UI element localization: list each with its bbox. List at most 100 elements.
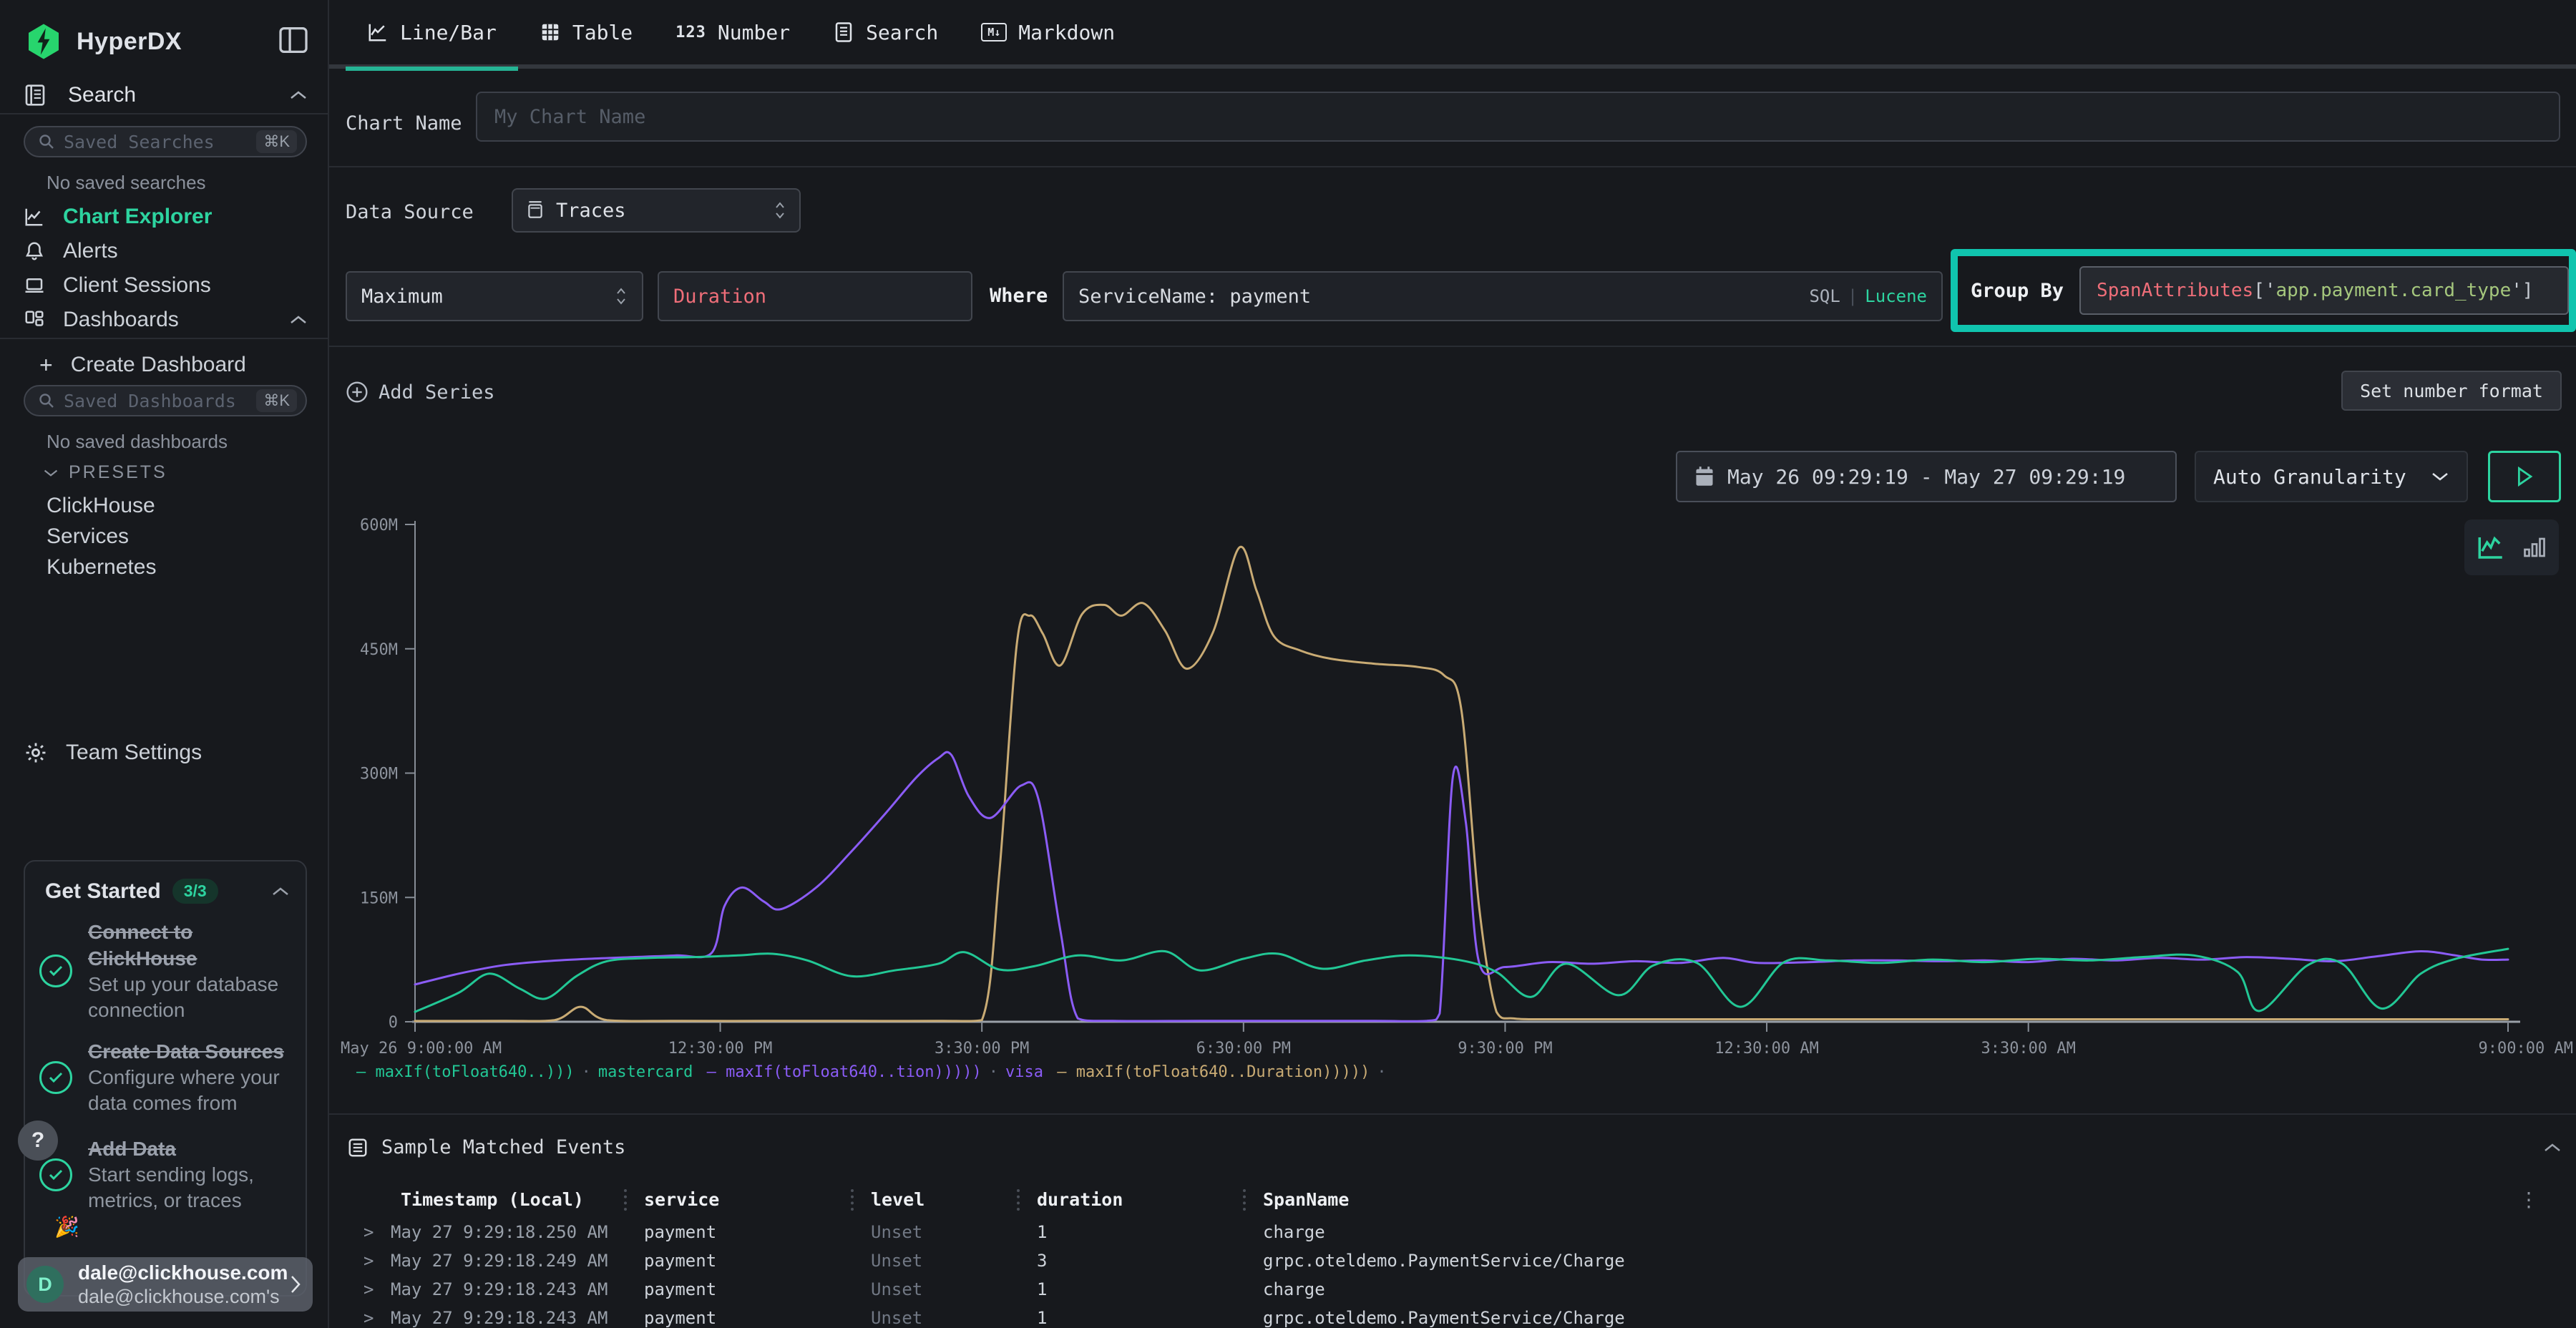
calendar-icon: [1696, 467, 1713, 486]
chart-type-toggle[interactable]: [2464, 519, 2559, 575]
sidebar-item-chart-explorer[interactable]: Chart Explorer: [24, 202, 308, 231]
row-expand-icon[interactable]: >: [364, 1308, 374, 1328]
chart-name-input[interactable]: My Chart Name: [476, 92, 2560, 142]
dashboard-grid-icon: [25, 311, 44, 326]
column-header-level[interactable]: level: [871, 1189, 925, 1210]
run-query-button[interactable]: [2488, 451, 2561, 502]
avatar: D: [26, 1266, 64, 1303]
help-button[interactable]: ?: [18, 1120, 58, 1161]
sidebar-item-label: Team Settings: [66, 741, 203, 764]
row-expand-icon[interactable]: >: [364, 1279, 374, 1299]
legend-entry-mastercard[interactable]: — maxIf(toFloat640..))) · mastercard: [356, 1063, 693, 1081]
aggregation-select[interactable]: Maximum: [346, 271, 643, 321]
line-chart-toggle-icon[interactable]: [2476, 532, 2506, 562]
column-resize-handle[interactable]: [1243, 1189, 1246, 1211]
svg-text:12:30:00 AM: 12:30:00 AM: [1714, 1040, 1819, 1058]
sidebar-item-alerts[interactable]: Alerts: [24, 237, 308, 265]
app-title: HyperDX: [77, 27, 182, 55]
laptop-icon: [25, 278, 44, 293]
svg-text:150M: 150M: [360, 889, 398, 907]
user-menu[interactable]: D dale@clickhouse.com dale@clickhouse.co…: [18, 1257, 313, 1312]
column-resize-handle[interactable]: [624, 1189, 627, 1211]
chevron-up-icon[interactable]: [271, 886, 290, 897]
markdown-icon: M↓: [981, 23, 1008, 42]
where-input[interactable]: ServiceName: payment SQL | Lucene: [1063, 271, 1943, 321]
sidebar-item-team-settings[interactable]: Team Settings: [24, 738, 308, 767]
saved-dashboards-placeholder: Saved Dashboards: [64, 390, 236, 411]
granularity-select[interactable]: Auto Granularity: [2195, 451, 2468, 502]
tab-number[interactable]: 123 Number: [675, 20, 791, 44]
chart-area[interactable]: 0 150M 300M 450M 600M May 26 9:00:00 AM 12:30:…: [329, 501, 2576, 1066]
column-header-service[interactable]: service: [644, 1189, 720, 1210]
checklist-desc: Configure where your: [88, 1066, 280, 1088]
saved-dashboards-input[interactable]: Saved Dashboards ⌘K: [24, 385, 307, 416]
chevron-down-icon: [2431, 471, 2449, 482]
column-resize-handle[interactable]: [1017, 1189, 1020, 1211]
checklist-item-data-sources[interactable]: Create Data Sources Configure where your…: [39, 1038, 296, 1116]
sidebar-item-clickhouse[interactable]: ClickHouse: [47, 494, 155, 517]
chevron-up-icon[interactable]: [289, 314, 308, 326]
svg-text:3:30:00 PM: 3:30:00 PM: [935, 1040, 1029, 1058]
svg-text:6:30:00 PM: 6:30:00 PM: [1196, 1040, 1291, 1058]
column-header-timestamp[interactable]: Timestamp (Local): [401, 1189, 584, 1210]
column-header-spanname[interactable]: SpanName: [1263, 1189, 1350, 1210]
row-expand-icon[interactable]: >: [364, 1251, 374, 1271]
column-resize-handle[interactable]: [851, 1189, 854, 1211]
add-series-button[interactable]: Add Series: [346, 381, 495, 404]
bell-icon: [25, 242, 44, 260]
select-chevrons-icon: [615, 286, 628, 306]
tab-markdown[interactable]: M↓ Markdown: [960, 0, 1136, 67]
svg-text:9:00:00 AM: 9:00:00 AM: [2479, 1040, 2573, 1058]
chevron-up-icon[interactable]: [2543, 1142, 2562, 1153]
where-label: Where: [990, 285, 1048, 307]
query-language-switch[interactable]: SQL | Lucene: [1809, 286, 1927, 306]
chart-legend[interactable]: — maxIf(toFloat640..))) · mastercard — max…: [356, 1063, 1398, 1081]
check-circle-icon: [39, 954, 72, 987]
field-input[interactable]: Duration: [658, 271, 972, 321]
checklist-item-connect[interactable]: Connect to ClickHouse Set up your databas…: [39, 919, 296, 1023]
saved-searches-input[interactable]: Saved Searches ⌘K: [24, 126, 307, 157]
chevron-up-icon[interactable]: [289, 89, 308, 101]
create-dashboard-button[interactable]: + Create Dashboard: [39, 351, 308, 379]
play-icon: [2517, 467, 2533, 487]
date-range-picker[interactable]: May 26 09:29:19 - May 27 09:29:19: [1676, 451, 2177, 502]
divider: [329, 1113, 2576, 1115]
sidebar-item-services[interactable]: Services: [47, 524, 130, 548]
tab-line-bar[interactable]: Line/Bar: [346, 0, 518, 71]
sidebar-item-client-sessions[interactable]: Client Sessions: [24, 271, 308, 300]
tab-table[interactable]: Table: [518, 0, 654, 67]
divider: [0, 338, 328, 339]
get-started-card: Get Started 3/3 Connect to ClickHouse Set…: [24, 860, 307, 1297]
sidebar-section-search-label: Search: [68, 83, 137, 107]
check-circle-icon: [39, 1060, 72, 1094]
events-panel-header[interactable]: Sample Matched Events: [347, 1136, 2562, 1158]
sidebar-item-label: Dashboards: [63, 308, 179, 331]
group-by-input[interactable]: SpanAttributes [' app.payment.card_type ']: [2079, 266, 2569, 315]
sidebar-collapse-icon[interactable]: [279, 27, 308, 53]
row-expand-icon[interactable]: >: [364, 1222, 374, 1242]
bar-chart-toggle-icon[interactable]: [2522, 532, 2547, 562]
chart-name-label: Chart Name: [346, 112, 462, 135]
checklist-desc: Set up your database: [88, 973, 279, 995]
column-header-duration[interactable]: duration: [1037, 1189, 1123, 1210]
no-saved-searches-text: No saved searches: [47, 172, 206, 193]
presets-label: PRESETS: [69, 462, 167, 482]
legend-entry-visa[interactable]: — maxIf(toFloat640..tion))))) · visa: [706, 1063, 1043, 1081]
tab-search[interactable]: Search: [811, 0, 960, 67]
presets-toggle[interactable]: PRESETS: [43, 462, 167, 483]
create-dashboard-label: Create Dashboard: [70, 353, 246, 376]
sidebar-item-dashboards[interactable]: Dashboards: [24, 306, 308, 334]
legend-entry-unset[interactable]: — maxIf(toFloat640..Duration))))) ·: [1057, 1063, 1387, 1081]
sidebar-section-search[interactable]: Search: [24, 79, 308, 112]
checklist-item-add-data[interactable]: Add Data Start sending logs, metrics, or …: [39, 1136, 296, 1214]
checklist-title: Create Data Sources: [88, 1040, 284, 1063]
kebab-menu-icon[interactable]: ⋮: [2519, 1188, 2539, 1211]
get-started-title: Get Started: [45, 879, 161, 903]
app-logo[interactable]: HyperDX: [24, 20, 310, 63]
data-source-select[interactable]: Traces: [512, 188, 801, 233]
sidebar-item-kubernetes[interactable]: Kubernetes: [47, 555, 157, 579]
sql-option[interactable]: SQL: [1809, 286, 1840, 306]
set-number-format-button[interactable]: Set number format: [2341, 371, 2562, 411]
lucene-option[interactable]: Lucene: [1865, 286, 1927, 306]
where-value: ServiceName: payment: [1078, 285, 1312, 308]
